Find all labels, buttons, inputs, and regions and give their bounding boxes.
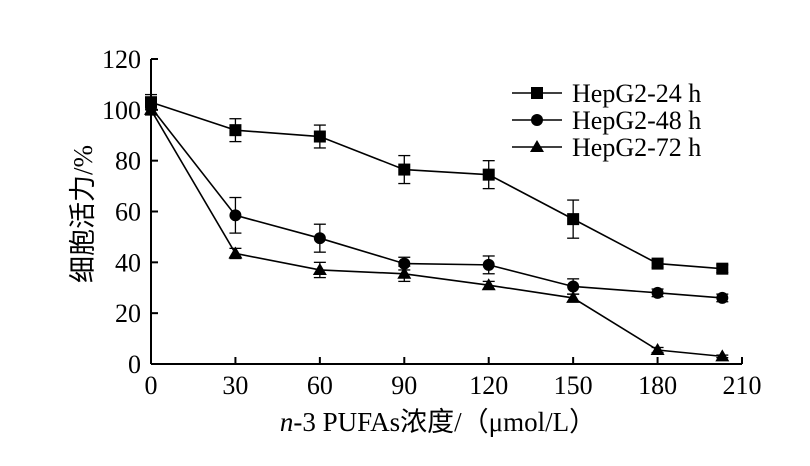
x-axis-title-italic: n	[280, 407, 294, 437]
data-point	[229, 124, 242, 137]
series-line	[150, 106, 723, 299]
data-point	[228, 246, 243, 259]
x-tick-label: 0	[145, 371, 158, 400]
series-1	[145, 93, 729, 275]
series-line	[150, 101, 723, 270]
x-tick-label: 180	[638, 371, 677, 400]
data-point	[481, 278, 496, 291]
y-tick-label: 60	[115, 198, 141, 227]
x-ticks: 0 30 60 90 120 150 180 210	[145, 357, 762, 400]
legend-label: HepG2-24 h	[572, 79, 701, 108]
data-point	[566, 290, 581, 303]
legend-item: HepG2-48 h	[512, 106, 701, 135]
legend-item: HepG2-24 h	[512, 79, 701, 108]
data-point	[651, 286, 664, 299]
data-point	[716, 262, 729, 275]
x-tick-label: 30	[222, 371, 248, 400]
data-point	[715, 349, 730, 362]
data-point	[312, 262, 327, 275]
y-tick-label: 40	[115, 248, 141, 277]
legend-marker	[530, 140, 544, 152]
x-axis-title-rest: -3 PUFAs浓度/（μmol/L）	[293, 407, 596, 437]
x-tick-label: 210	[723, 371, 762, 400]
x-tick-label: 150	[554, 371, 593, 400]
data-point	[482, 168, 495, 181]
y-ticks: 0 20 40 60 80 100 120	[102, 45, 158, 379]
series-3	[144, 102, 730, 362]
data-point	[144, 102, 158, 115]
y-tick-label: 0	[128, 350, 141, 379]
data-point	[313, 130, 326, 143]
data-point	[651, 257, 664, 270]
plot-area	[144, 93, 730, 362]
y-tick-label: 100	[102, 96, 141, 125]
data-point	[567, 280, 580, 293]
data-point	[398, 163, 411, 176]
x-tick-label: 60	[307, 371, 333, 400]
data-point	[229, 209, 242, 222]
series-line	[150, 109, 723, 358]
legend-marker	[531, 87, 543, 99]
x-tick-label: 90	[391, 371, 417, 400]
x-tick-label: 120	[469, 371, 508, 400]
x-axis-title: n-3 PUFAs浓度/（μmol/L）	[280, 407, 596, 437]
data-point	[482, 258, 495, 271]
y-tick-label: 80	[115, 147, 141, 176]
data-point	[716, 291, 729, 304]
data-point	[397, 266, 412, 279]
y-tick-label: 120	[102, 45, 141, 74]
y-tick-label: 20	[115, 299, 141, 328]
legend-item: HepG2-72 h	[512, 133, 701, 162]
legend-marker	[531, 114, 543, 126]
data-point	[313, 232, 326, 245]
data-point	[650, 343, 665, 356]
legend-label: HepG2-72 h	[572, 133, 701, 162]
y-axis-title: 细胞活力/%	[68, 145, 98, 283]
legend-label: HepG2-48 h	[572, 106, 701, 135]
data-point	[567, 213, 580, 226]
